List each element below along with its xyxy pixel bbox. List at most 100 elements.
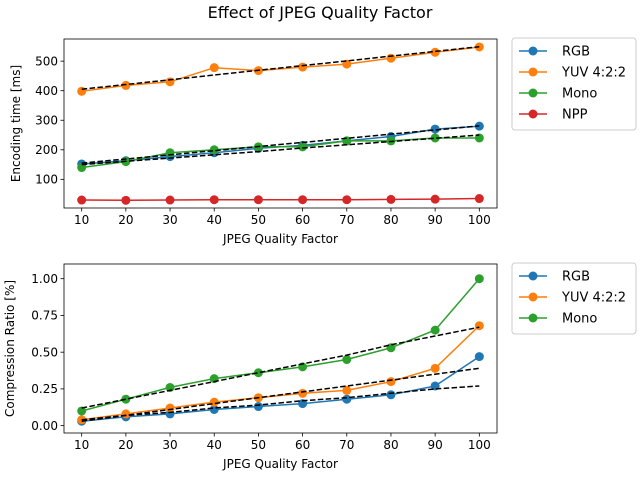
- legend: RGB YUV 4:2:2 Mono NPP: [511, 37, 637, 131]
- data-point-mono: [474, 274, 484, 284]
- y-tick-label: 200: [35, 143, 58, 157]
- legend-marker-rgb: [528, 271, 538, 281]
- data-point-rgb: [474, 352, 484, 362]
- trend-line-rgb: [81, 125, 480, 164]
- data-point-rgb: [474, 121, 484, 131]
- series-line-yuv-4-2-2: [81, 46, 480, 93]
- x-tick-label: 100: [468, 213, 491, 227]
- data-point-npp: [121, 195, 131, 205]
- trend-line-yuv-4-2-2: [81, 367, 480, 422]
- data-point-mono: [121, 394, 131, 404]
- y-tick-label: 500: [35, 54, 58, 68]
- data-point-mono: [342, 355, 352, 365]
- y-tick-label: 400: [35, 84, 58, 98]
- y-tick-label: 0.50: [31, 345, 58, 359]
- data-point-yuv-4-2-2: [77, 415, 87, 425]
- legend-marker-rgb: [528, 46, 538, 56]
- data-point-yuv-4-2-2: [298, 62, 308, 72]
- data-point-rgb: [430, 124, 440, 134]
- data-point-yuv-4-2-2: [386, 377, 396, 387]
- legend: RGB YUV 4:2:2 Mono: [511, 262, 637, 335]
- x-tick-label: 10: [74, 438, 89, 452]
- legend-marker-mono: [528, 313, 538, 323]
- data-point-yuv-4-2-2: [342, 385, 352, 395]
- y-tick-label: 0.75: [31, 309, 58, 323]
- data-point-mono: [430, 133, 440, 143]
- x-axis-label: JPEG Quality Factor: [222, 232, 338, 246]
- trend-line-yuv-4-2-2: [81, 45, 480, 90]
- legend-label-rgb: RGB: [562, 45, 590, 60]
- trend-line-mono: [81, 326, 480, 409]
- x-tick-label: 40: [207, 438, 222, 452]
- data-point-yuv-4-2-2: [474, 321, 484, 331]
- x-tick-label: 60: [295, 438, 310, 452]
- data-point-yuv-4-2-2: [121, 80, 131, 90]
- x-axis-label: JPEG Quality Factor: [222, 457, 338, 471]
- legend-label-yuv-4-2-2: YUV 4:2:2: [561, 66, 626, 81]
- data-point-rgb: [342, 394, 352, 404]
- legend-box: [511, 262, 637, 335]
- series-line-mono: [81, 137, 480, 169]
- data-point-npp: [298, 195, 308, 205]
- y-tick-label: 1.00: [31, 272, 58, 286]
- legend-label-npp: NPP: [562, 108, 588, 123]
- data-point-yuv-4-2-2: [298, 388, 308, 398]
- data-point-rgb: [253, 402, 263, 412]
- data-point-mono: [77, 406, 87, 416]
- axes-frame: [63, 263, 498, 434]
- y-tick-label: 300: [35, 114, 58, 128]
- data-point-mono: [165, 148, 175, 158]
- data-point-mono: [298, 142, 308, 152]
- encoding-time-panel: 10 20 30 40 50 60 70 80 90 100 100 200 300 400 500 JPEG…: [9, 37, 637, 246]
- x-tick-label: 30: [162, 213, 177, 227]
- x-tick-label: 80: [383, 438, 398, 452]
- series-line-mono: [81, 278, 480, 412]
- data-point-mono: [253, 368, 263, 378]
- x-tick-label: 80: [383, 213, 398, 227]
- data-point-yuv-4-2-2: [121, 409, 131, 419]
- trend-line-mono: [81, 134, 480, 166]
- x-tick-label: 20: [118, 438, 133, 452]
- x-tick-label: 90: [428, 213, 443, 227]
- x-tick-label: 60: [295, 213, 310, 227]
- legend-marker-yuv-4-2-2: [528, 67, 538, 77]
- data-point-npp: [342, 195, 352, 205]
- trend-line-rgb: [81, 385, 480, 421]
- x-tick-label: 10: [74, 213, 89, 227]
- legend-label-yuv-4-2-2: YUV 4:2:2: [561, 291, 626, 306]
- x-tick-label: 70: [339, 213, 354, 227]
- y-tick-label: 100: [35, 173, 58, 187]
- legend-marker-yuv-4-2-2: [528, 292, 538, 302]
- data-point-yuv-4-2-2: [209, 397, 219, 407]
- data-point-npp: [474, 194, 484, 204]
- data-point-yuv-4-2-2: [430, 47, 440, 57]
- x-tick-label: 50: [251, 438, 266, 452]
- data-point-npp: [165, 195, 175, 205]
- data-point-npp: [386, 194, 396, 204]
- legend-marker-npp: [528, 109, 538, 119]
- data-point-npp: [209, 195, 219, 205]
- data-point-mono: [77, 163, 87, 173]
- data-point-yuv-4-2-2: [430, 363, 440, 373]
- figure-title: Effect of JPEG Quality Factor: [208, 3, 433, 22]
- data-point-mono: [430, 325, 440, 335]
- data-point-npp: [77, 195, 87, 205]
- legend-marker-mono: [528, 88, 538, 98]
- data-point-rgb: [298, 399, 308, 409]
- data-point-yuv-4-2-2: [165, 403, 175, 413]
- legend-label-mono: Mono: [562, 312, 597, 327]
- y-axis-label: Compression Ratio [%]: [3, 280, 17, 417]
- y-axis-label: Encoding time [ms]: [9, 65, 23, 182]
- x-tick-label: 100: [468, 438, 491, 452]
- compression-ratio-panel: 10 20 30 40 50 60 70 80 90 100 0.00 0.25 0.50 0.75 1.0…: [3, 262, 637, 471]
- data-point-mono: [209, 145, 219, 155]
- data-point-npp: [430, 194, 440, 204]
- data-point-npp: [253, 195, 263, 205]
- series-line-npp: [81, 197, 480, 202]
- data-point-yuv-4-2-2: [165, 77, 175, 87]
- x-tick-label: 70: [339, 438, 354, 452]
- y-tick-label: 0.00: [31, 419, 58, 433]
- data-point-rgb: [386, 390, 396, 400]
- x-tick-label: 90: [428, 438, 443, 452]
- x-tick-label: 40: [207, 213, 222, 227]
